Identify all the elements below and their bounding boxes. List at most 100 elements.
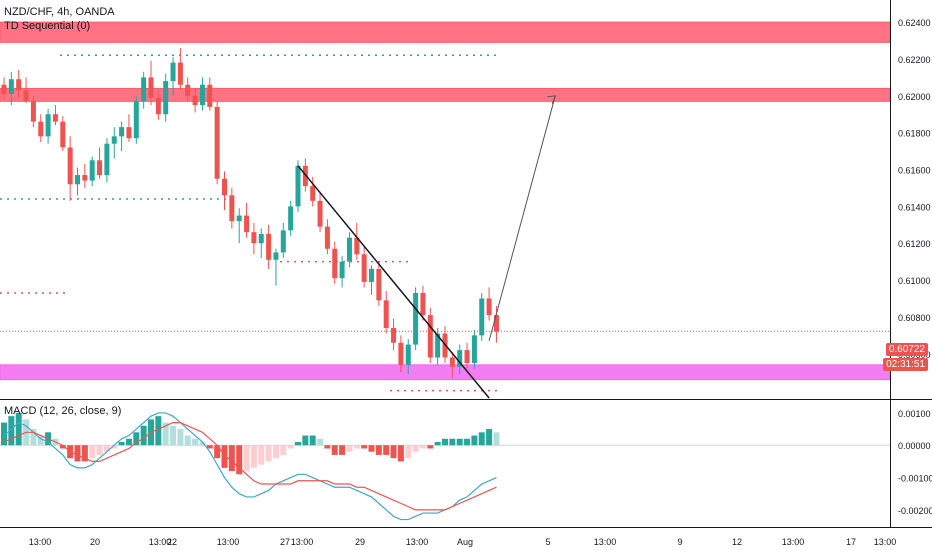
macd-histogram-bar <box>309 435 316 446</box>
macd-histogram-bar <box>405 445 412 459</box>
macd-histogram-bar <box>199 442 206 446</box>
candle-body <box>207 84 213 107</box>
candle-body <box>89 160 95 181</box>
candle-body <box>119 127 125 137</box>
macd-histogram-bar <box>390 445 397 459</box>
candle-body <box>266 234 272 260</box>
macd-histogram-bar <box>361 445 368 449</box>
time-tick-label: 27 <box>280 537 290 547</box>
macd-tick-label: 0.00000 <box>898 441 931 451</box>
macd-histogram-bar <box>375 445 382 455</box>
signal-line <box>3 422 497 511</box>
macd-histogram-bar <box>449 438 456 446</box>
candle-body <box>45 114 51 137</box>
price-tick-label: 0.62200 <box>898 55 931 65</box>
candle-body <box>104 143 110 176</box>
time-tick-label: 12 <box>732 537 742 547</box>
time-tick-label: 5 <box>545 537 550 547</box>
candle-body <box>346 237 352 262</box>
candle-body <box>354 237 360 255</box>
candle-body <box>97 160 103 176</box>
td-sequential-legend[interactable]: TD Sequential (0) <box>4 20 91 32</box>
candle-body <box>126 127 132 139</box>
candle-body <box>251 232 257 244</box>
symbol-legend[interactable]: NZD/CHF, 4h, OANDA <box>4 6 115 18</box>
candle-body <box>67 147 73 185</box>
zone-resistance-1 <box>0 87 891 102</box>
macd-histogram-bar <box>250 445 257 468</box>
macd-histogram-bar <box>140 425 147 446</box>
candle-body <box>295 165 301 207</box>
candle-body <box>324 226 330 249</box>
macd-pane <box>0 399 932 521</box>
candle-body <box>258 234 264 244</box>
time-tick-label: 13:00 <box>782 537 805 547</box>
macd-histogram-bar <box>133 432 140 446</box>
macd-histogram-bar <box>456 438 463 446</box>
macd-histogram-bar <box>353 445 360 449</box>
time-tick-label: 13:00 <box>594 537 617 547</box>
macd-histogram-bar <box>339 445 346 455</box>
candle-body <box>383 300 389 328</box>
macd-histogram-bar <box>89 445 96 459</box>
price-tick-label: 0.61400 <box>898 202 931 212</box>
price-tick-label: 0.60800 <box>898 313 931 323</box>
candle-body <box>420 292 426 316</box>
macd-histogram-bar <box>272 445 279 459</box>
macd-histogram-bar <box>331 445 338 455</box>
time-tick-label: Aug <box>457 537 473 547</box>
candle-body <box>236 215 242 222</box>
candle-body <box>280 230 286 253</box>
macd-legend[interactable]: MACD (12, 26, close, 9) <box>4 405 122 417</box>
candle-body <box>52 114 58 122</box>
macd-histogram-bar <box>103 445 110 452</box>
candle-body <box>273 252 279 260</box>
macd-histogram-bar <box>265 445 272 462</box>
candle-body <box>471 335 477 363</box>
macd-histogram-bar <box>15 412 22 446</box>
macd-histogram-bar <box>81 445 88 462</box>
trendline <box>297 165 490 399</box>
candle-body <box>177 62 183 85</box>
macd-histogram-bar <box>419 445 426 449</box>
macd-tick-label: 0.00100 <box>898 409 931 419</box>
macd-histogram-bar <box>324 445 331 449</box>
candle-body <box>361 254 367 282</box>
candle-body <box>141 77 147 102</box>
candle-body <box>185 84 191 96</box>
time-tick-label: 20 <box>90 537 100 547</box>
macd-histogram-bar <box>346 445 353 452</box>
projection-arrow <box>488 95 556 342</box>
candle-body <box>133 101 139 139</box>
macd-histogram-bar <box>170 425 177 446</box>
candle-body <box>288 206 294 231</box>
candle-body <box>302 165 308 187</box>
macd-histogram-bar <box>493 432 500 446</box>
macd-histogram-bar <box>427 445 434 449</box>
time-tick-label: 22 <box>167 537 177 547</box>
candle-body <box>8 79 14 94</box>
candle-body <box>155 97 161 115</box>
macd-histogram-bar <box>383 445 390 455</box>
countdown-tag: 02:31:51 <box>883 358 928 371</box>
price-tick-label: 0.62400 <box>898 18 931 28</box>
candle-body <box>170 62 176 82</box>
candle-body <box>479 298 485 336</box>
zone-support-2 <box>0 364 891 381</box>
macd-histogram-bar <box>397 445 404 462</box>
macd-histogram-bar <box>1 422 7 446</box>
candle-body <box>398 342 404 365</box>
macd-histogram-bar <box>243 445 250 472</box>
price-tick-label: 0.61800 <box>898 129 931 139</box>
candle-body <box>16 79 22 91</box>
candle-body <box>1 84 7 94</box>
price-tick-label: 0.61600 <box>898 166 931 176</box>
candle-body <box>405 344 411 365</box>
candle-body <box>413 292 419 345</box>
macd-line <box>3 412 497 521</box>
candle-body <box>38 121 44 137</box>
candle-body <box>310 186 316 201</box>
candle-body <box>244 215 250 233</box>
drawing-lines <box>297 95 557 399</box>
